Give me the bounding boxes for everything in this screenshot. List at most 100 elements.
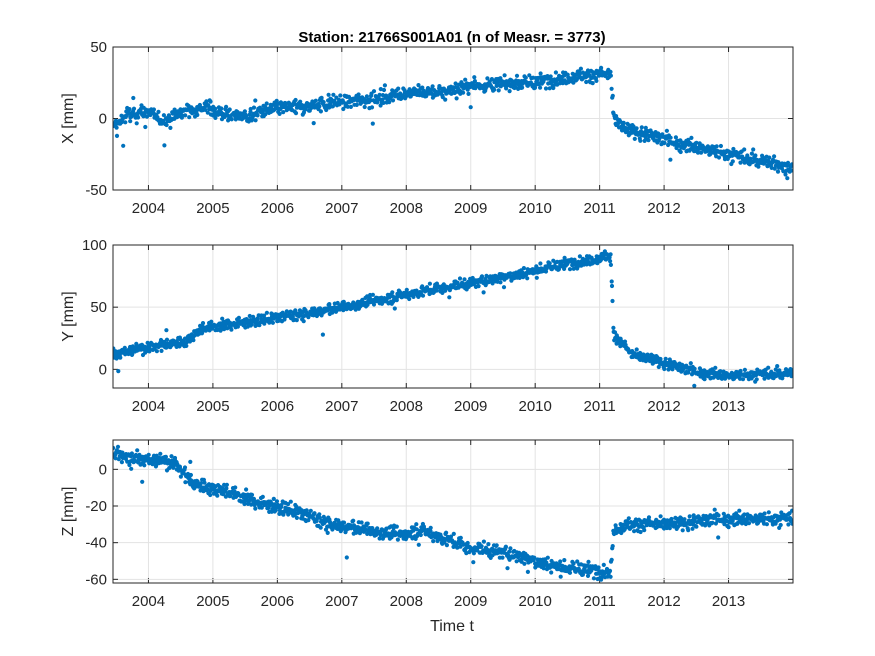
data-point [502,73,507,78]
data-point [394,524,399,529]
data-point [247,313,252,319]
data-point [143,124,148,130]
data-point [414,527,419,532]
x-tick-label: 2005 [196,398,229,415]
data-point [281,512,286,517]
data-point [754,377,759,382]
data-point [134,121,139,126]
data-point [465,540,470,546]
data-point [390,290,395,295]
data-point [777,517,783,522]
data-point [543,269,549,274]
data-point [612,330,618,335]
data-point [573,72,578,77]
y-tick-label: 50 [90,299,107,316]
data-point [213,115,218,120]
data-point [281,110,286,115]
data-point [775,364,780,369]
data-point [277,111,282,116]
data-point [479,544,484,549]
data-point [668,135,673,140]
data-point [271,496,276,501]
data-point [466,91,471,96]
data-point [330,310,335,315]
data-point [311,121,316,126]
data-point [293,111,299,116]
data-point [663,356,668,361]
data-point [662,140,667,145]
data-point [599,577,604,582]
data-point [169,454,174,459]
data-point [494,543,499,548]
data-point [435,538,440,544]
axes-box [112,46,794,191]
data-point [331,92,336,97]
data-point [318,109,323,114]
data-point [195,479,200,484]
data-point [262,313,267,318]
data-point [686,528,691,533]
data-point [314,518,319,524]
data-point [142,463,147,468]
data-point [611,325,616,330]
x-tick-label: 2013 [712,200,745,217]
data-point [274,98,279,103]
data-point [571,561,576,566]
data-point [608,574,613,579]
data-point [154,349,159,354]
data-point [178,474,183,479]
data-point [690,526,695,531]
data-point [395,537,400,542]
data-point [642,138,647,143]
x-tick-label: 2006 [261,200,294,217]
data-point [348,104,353,109]
data-point [538,85,543,90]
data-point [394,298,399,303]
data-point [279,503,284,508]
data-point [220,316,225,321]
data-point [575,559,580,564]
data-point [448,534,454,539]
data-point [215,493,220,498]
data-point [785,176,790,181]
x-tick-label: 2004 [132,398,165,415]
data-point [790,508,793,513]
data-point [135,448,140,453]
data-point [113,456,118,461]
data-point [242,109,247,114]
data-point [609,283,615,289]
data-point [274,499,280,504]
x-tick-label: 2007 [325,398,358,415]
data-point [187,115,192,120]
data-point [534,275,539,280]
data-point [462,277,467,282]
data-point [498,280,503,285]
data-point [610,93,615,98]
data-point [304,508,309,513]
data-point [562,558,567,563]
data-point [549,570,554,575]
x-tick-label: 2011 [584,593,616,610]
data-point [129,466,134,471]
y-tick-label: 0 [99,111,107,128]
data-point [558,559,563,564]
data-point [742,367,748,372]
data-point [508,271,513,276]
data-point [294,318,299,323]
data-point [362,104,367,110]
data-point [411,294,416,299]
data-point [658,514,663,519]
data-point [686,370,691,375]
data-point [407,296,412,302]
data-point [781,169,786,174]
data-point [375,100,380,105]
data-point [737,508,742,513]
data-point [492,87,497,92]
data-point [365,521,370,526]
x-tick-label: 2010 [518,200,551,217]
data-point [682,517,687,522]
plot-area [113,440,793,583]
data-point [471,560,476,565]
data-point [381,87,387,93]
